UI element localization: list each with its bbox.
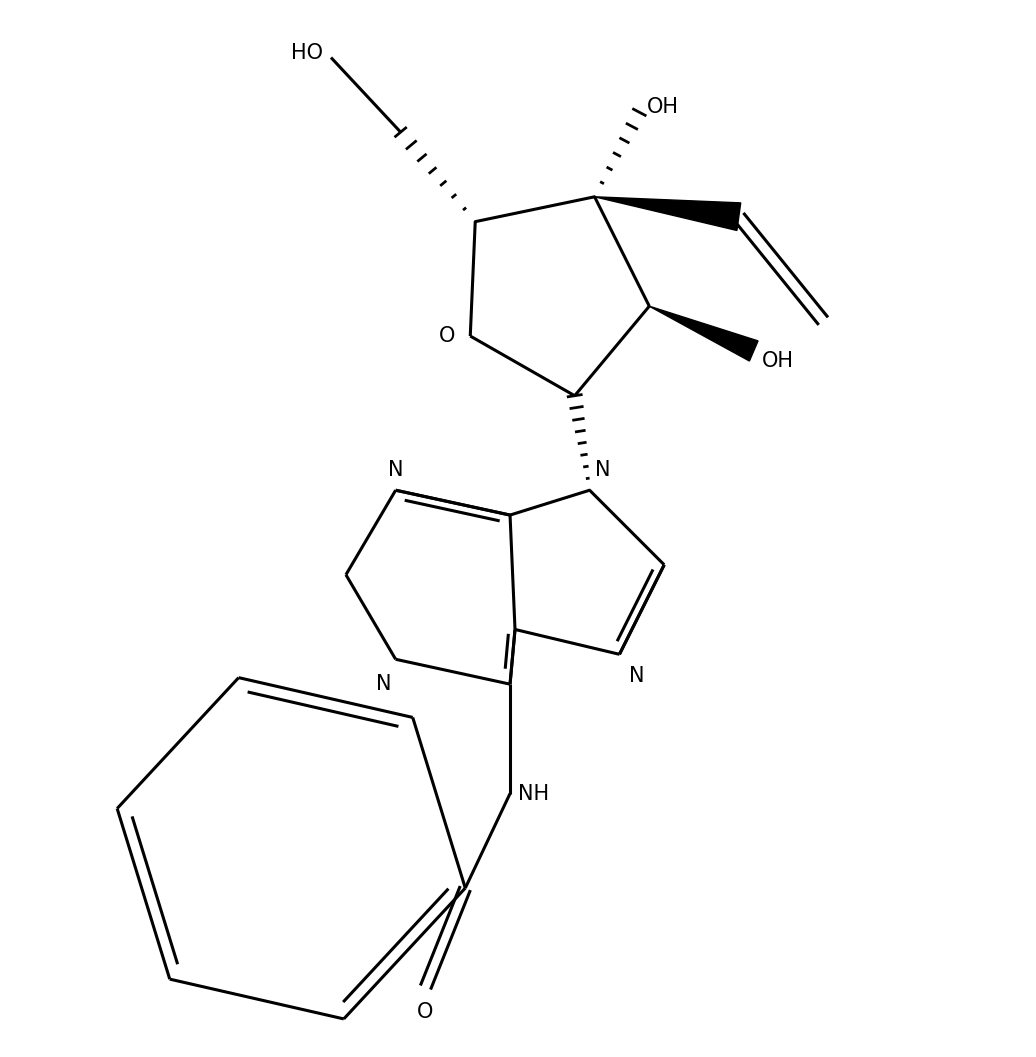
Text: N: N — [595, 460, 610, 480]
Text: O: O — [418, 1002, 434, 1022]
Text: N: N — [376, 674, 392, 694]
Polygon shape — [650, 307, 758, 361]
Text: N: N — [630, 666, 644, 686]
Text: OH: OH — [761, 351, 794, 371]
Text: OH: OH — [648, 97, 680, 117]
Text: N: N — [387, 460, 403, 480]
Text: NH: NH — [518, 783, 549, 803]
Text: O: O — [439, 326, 456, 346]
Polygon shape — [595, 197, 741, 230]
Text: HO: HO — [291, 42, 323, 62]
